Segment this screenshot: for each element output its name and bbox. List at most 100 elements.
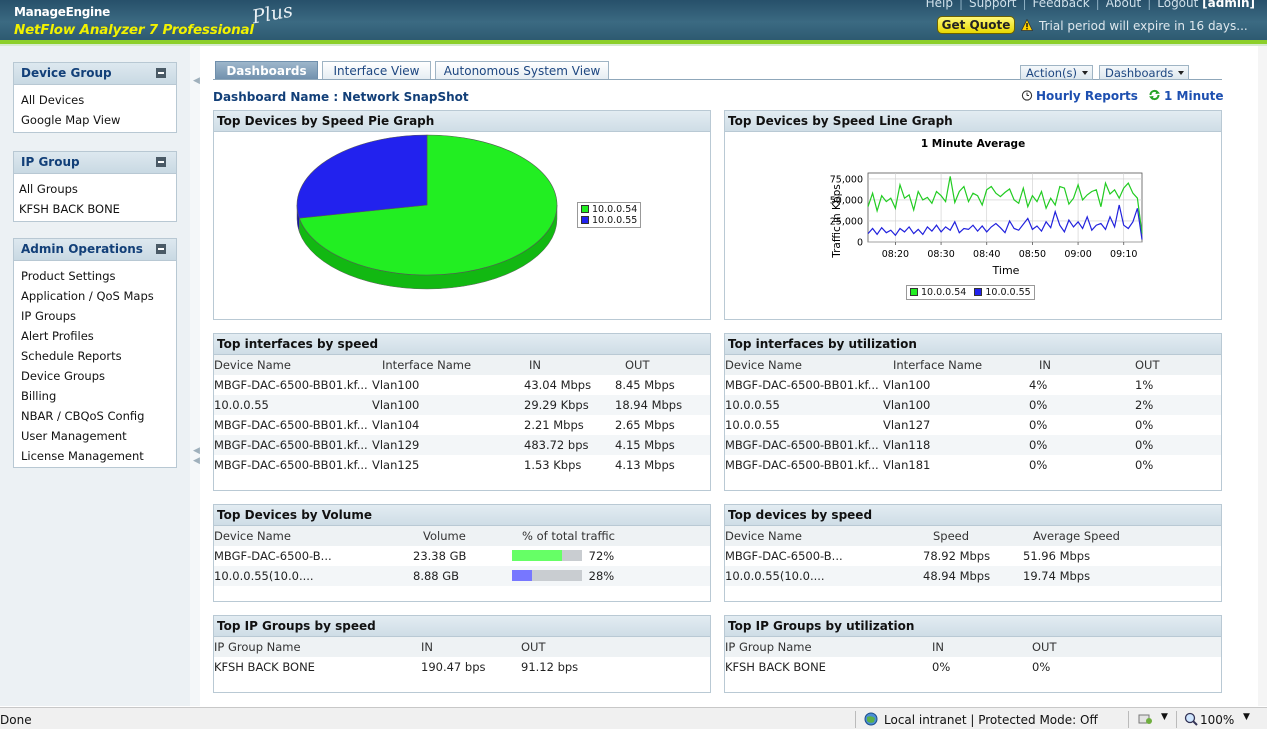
column-header[interactable]: Speed [923,526,1023,546]
pie-slice[interactable] [298,134,558,276]
column-header[interactable]: Average Speed [1023,526,1221,546]
sidebar-item-all-devices[interactable]: All Devices [21,93,85,107]
column-header[interactable]: Interface Name [372,355,519,375]
security-zone[interactable]: Local intranet | Protected Mode: Off [884,713,1098,727]
collapse-arrow-icon[interactable]: ◀ [193,76,200,86]
column-header[interactable]: OUT [1135,355,1221,375]
device-link[interactable]: 10.0.0.55(10.0.... [214,566,413,586]
dashboards-dropdown[interactable]: Dashboards [1099,65,1189,80]
sidebar-item-google-map-view[interactable]: Google Map View [21,113,121,127]
column-header[interactable]: Device Name [214,355,372,375]
tab-autonomous-system-view[interactable]: Autonomous System View [435,61,609,80]
column-header[interactable]: Volume [413,526,512,546]
device-link[interactable]: MBGF-DAC-6500-BB01.kf... [725,435,883,455]
vertical-scrollbar[interactable] [1258,46,1267,706]
in-value: 2.21 Mbps [524,418,584,432]
device-link[interactable]: 10.0.0.55 [725,418,780,432]
table-header-row: IP Group Name IN OUT [214,637,710,657]
collapse-arrow-icon[interactable]: ◀ [193,446,200,456]
status-text: Done [0,713,32,727]
tab-interface-view[interactable]: Interface View [322,61,431,80]
expand-arrow-icon[interactable]: ◀ [193,456,200,466]
column-header[interactable]: IN [1029,355,1135,375]
refresh-interval-link[interactable]: 1 Minute [1148,89,1224,103]
column-header[interactable]: Device Name [725,355,883,375]
column-header[interactable]: IN [932,637,1032,657]
interface-link[interactable]: Vlan127 [883,418,931,432]
column-header[interactable]: IN [519,355,615,375]
device-link[interactable]: MBGF-DAC-6500-B... [725,549,843,563]
in-value: 0% [1029,395,1135,415]
interface-link[interactable]: Vlan100 [372,395,519,415]
sidebar-item-product-settings[interactable]: Product Settings [21,269,116,283]
table-row: MBGF-DAC-6500-BB01.kf... Vlan129 483.72 bp… [214,435,710,455]
device-link[interactable]: MBGF-DAC-6500-BB01.kf... [214,458,368,472]
get-quote-button[interactable]: Get Quote [937,16,1015,34]
column-header[interactable]: OUT [1032,637,1221,657]
volume-value: 23.38 GB [413,549,467,563]
device-link[interactable]: MBGF-DAC-6500-B... [214,549,332,563]
interface-link[interactable]: Vlan100 [883,378,931,392]
actions-dropdown[interactable]: Action(s) [1020,65,1093,80]
interface-link[interactable]: Vlan181 [883,458,931,472]
column-header[interactable]: IP Group Name [725,637,932,657]
column-header[interactable]: IN [421,637,521,657]
sidebar-divider[interactable] [190,46,200,706]
sidebar-item-user-management[interactable]: User Management [21,429,127,443]
minimize-icon[interactable] [156,68,166,78]
interface-link[interactable]: Vlan100 [372,378,420,392]
sidebar-item-all-groups[interactable]: All Groups [19,182,78,196]
about-link[interactable]: About [1105,0,1142,10]
pie-slice[interactable] [296,134,428,219]
tab-dashboards[interactable]: Dashboards [215,61,318,80]
ip-group-link[interactable]: KFSH BACK BONE [214,660,315,674]
minimize-icon[interactable] [156,157,166,167]
x-axis-label: Time [992,264,1020,277]
logout-link[interactable]: Logout [1157,0,1199,10]
device-link[interactable]: MBGF-DAC-6500-BB01.kf... [214,418,368,432]
chevron-down-icon[interactable]: ▼ [1161,712,1168,722]
brand-plus: Plus [250,0,295,29]
interfaces-speed-table: Device Name Interface Name IN OUT MBGF-D… [214,355,710,475]
column-header[interactable]: Device Name [725,526,923,546]
column-header[interactable]: OUT [615,355,710,375]
sidebar-item-kfsh-back-bone[interactable]: KFSH BACK BONE [19,202,120,216]
sidebar-item-device-groups[interactable]: Device Groups [21,369,105,383]
help-link[interactable]: Help [925,0,953,10]
device-link[interactable]: MBGF-DAC-6500-BB01.kf... [725,458,879,472]
interface-link[interactable]: Vlan125 [372,458,420,472]
table-row: MBGF-DAC-6500-BB01.kf... Vlan118 0% 0% [725,435,1221,455]
sidebar-item-alert-profiles[interactable]: Alert Profiles [21,329,94,343]
legend-swatch-green [581,205,589,213]
device-link[interactable]: MBGF-DAC-6500-BB01.kf... [725,378,879,392]
interface-link[interactable]: Vlan129 [372,435,519,455]
column-header[interactable]: Interface Name [883,355,1029,375]
ip-group-link[interactable]: KFSH BACK BONE [725,660,826,674]
column-header[interactable]: % of total traffic [512,526,710,546]
sidebar-item-ip-groups[interactable]: IP Groups [21,309,76,323]
brand-company: ManageEngine [14,5,110,19]
feedback-link[interactable]: Feedback [1032,0,1090,10]
support-link[interactable]: Support [969,0,1017,10]
sidebar-item-application-qos-maps[interactable]: Application / QoS Maps [21,289,154,303]
device-link[interactable]: 10.0.0.55(10.0.... [725,566,923,586]
interface-link[interactable]: Vlan104 [372,418,420,432]
chevron-down-icon[interactable]: ▼ [1243,712,1250,722]
column-header[interactable]: Device Name [214,526,413,546]
zoom-level[interactable]: 100% [1200,713,1235,727]
sidebar-item-nbar-cbqos-config[interactable]: NBAR / CBQoS Config [21,409,145,423]
sidebar-item-license-management[interactable]: License Management [21,449,144,463]
interface-link[interactable]: Vlan118 [883,435,1029,455]
device-link[interactable]: MBGF-DAC-6500-BB01.kf... [214,435,372,455]
device-link[interactable]: 10.0.0.55 [214,395,372,415]
minimize-icon[interactable] [156,244,166,254]
device-link[interactable]: MBGF-DAC-6500-BB01.kf... [214,378,368,392]
column-header[interactable]: OUT [521,637,710,657]
column-header[interactable]: IP Group Name [214,637,421,657]
interface-link[interactable]: Vlan100 [883,395,1029,415]
protected-mode-icon[interactable] [1138,712,1154,726]
device-link[interactable]: 10.0.0.55 [725,395,883,415]
sidebar-item-schedule-reports[interactable]: Schedule Reports [21,349,122,363]
sidebar-item-billing[interactable]: Billing [21,389,57,403]
hourly-reports-link[interactable]: Hourly Reports [1021,89,1138,103]
